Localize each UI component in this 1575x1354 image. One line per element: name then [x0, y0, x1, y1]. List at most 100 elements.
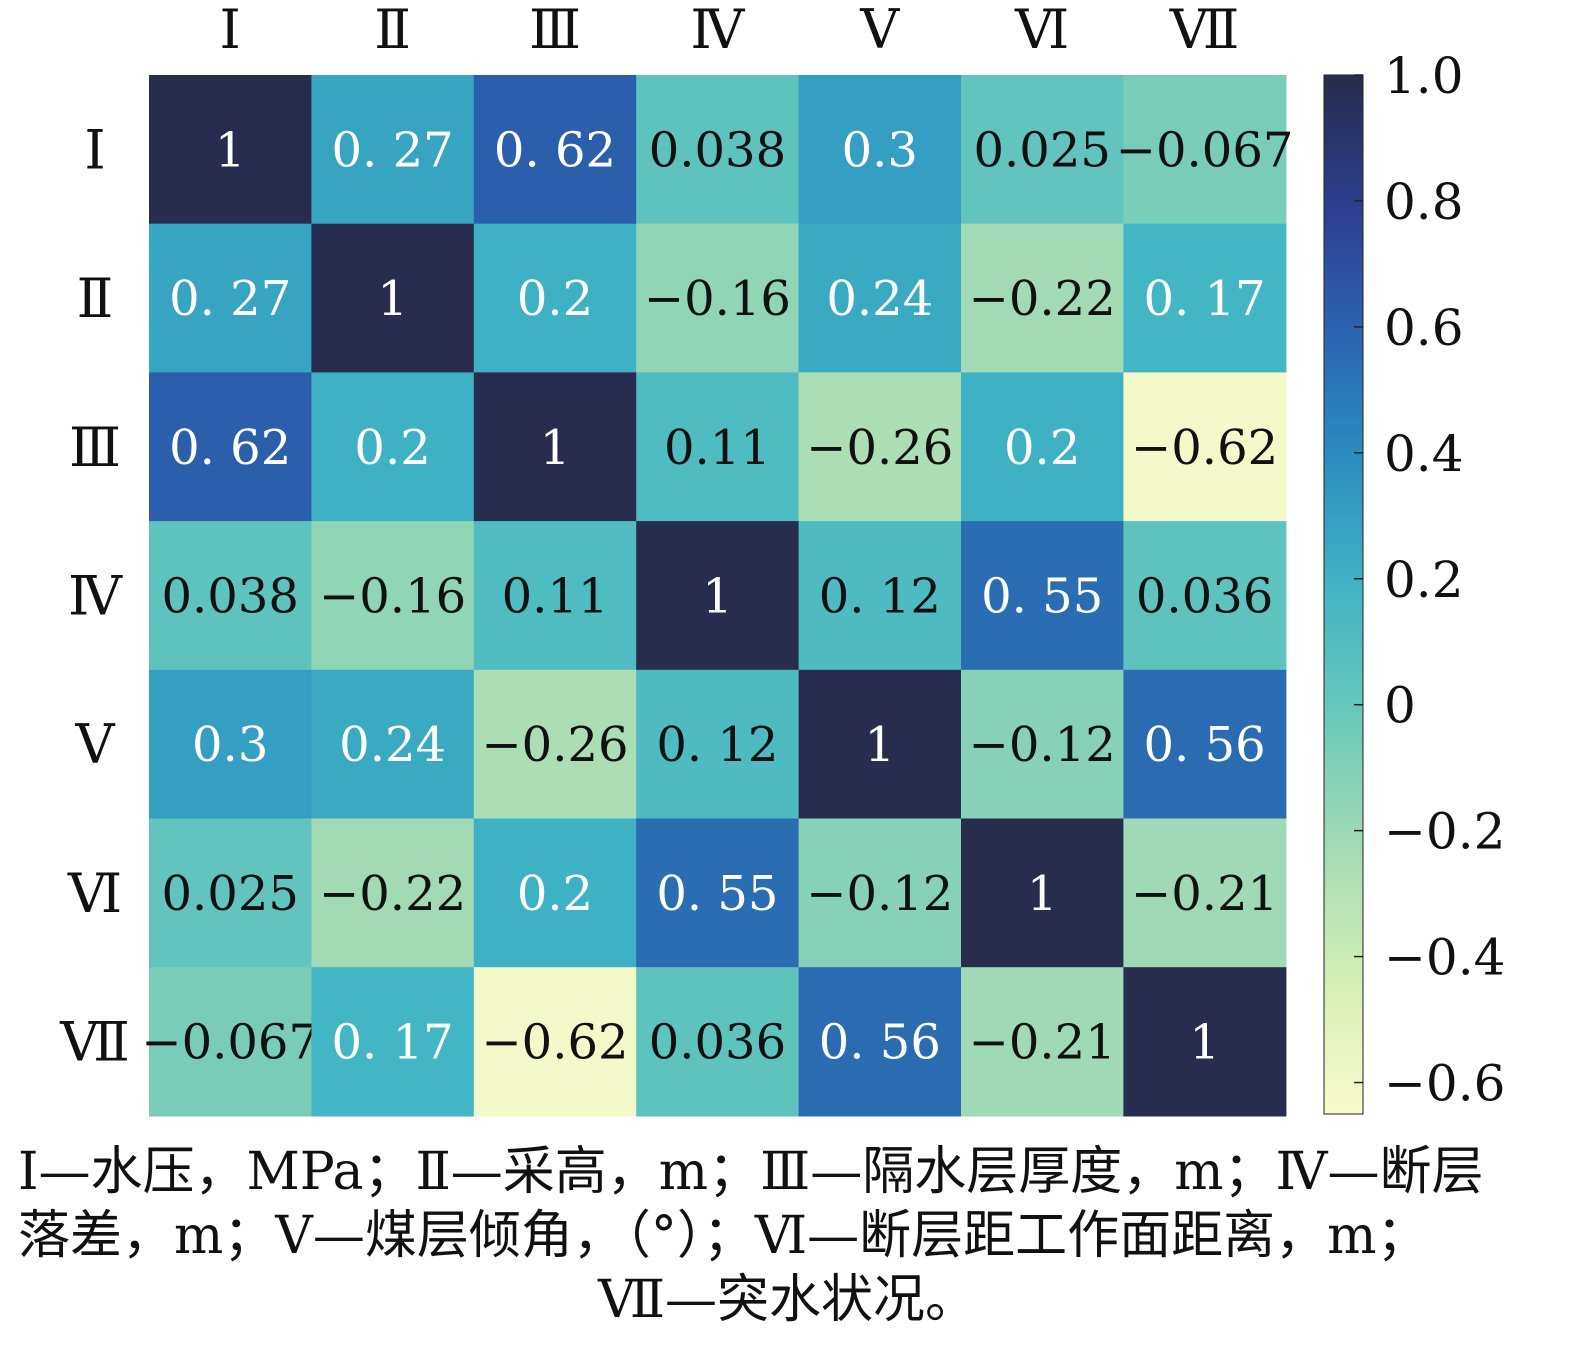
heatmap-cell: [311, 75, 475, 225]
heatmap-cell: [311, 223, 475, 373]
row-tick-label: Ⅰ: [84, 118, 105, 181]
cell-value-label: −0.22: [319, 866, 466, 922]
cell-value-label: 1: [540, 420, 571, 476]
column-tick-label: Ⅴ: [859, 0, 900, 61]
heatmap-cell: [961, 967, 1124, 1117]
heatmap-cell: [149, 967, 312, 1117]
cell-value-label: 0.036: [649, 1015, 786, 1071]
row-labels: Ⅰ Ⅱ Ⅲ Ⅳ Ⅴ Ⅵ Ⅶ: [59, 118, 130, 1073]
column-tick-label: Ⅶ: [1169, 0, 1240, 61]
column-tick-label: Ⅱ: [374, 0, 411, 61]
cell-value-label: 0.3: [842, 122, 918, 178]
heatmap-cell: [961, 669, 1124, 820]
cell-value-label: 1: [702, 568, 733, 624]
cell-value-label: 0.036: [1136, 568, 1273, 624]
heatmap-cell: [798, 372, 962, 522]
cell-value-label: 0.11: [502, 568, 609, 624]
heatmap-cell: [636, 967, 800, 1117]
cell-value-label: 0.025: [161, 866, 298, 922]
heatmap-cell: [961, 75, 1124, 225]
heatmap-cell: [636, 223, 800, 373]
column-labels: Ⅰ Ⅱ Ⅲ Ⅳ Ⅴ Ⅵ Ⅶ: [220, 0, 1240, 61]
row-tick-label: Ⅳ: [68, 564, 123, 627]
heatmap-cell: [798, 967, 962, 1117]
cell-value-label: 1: [865, 717, 896, 773]
heatmap-cell: [149, 75, 312, 225]
colorbar-gradient: [1323, 74, 1364, 1115]
cell-value-label: 0.038: [649, 122, 786, 178]
heatmap-cell: [311, 818, 475, 968]
row-tick-label: Ⅴ: [75, 713, 116, 776]
heatmap-cell: [149, 521, 312, 671]
cell-value-label: −0.22: [969, 271, 1116, 327]
caption-line-3: Ⅶ—突水状况。: [597, 1270, 978, 1330]
heatmap-cell: [1123, 521, 1287, 671]
heatmap-cell: [1123, 669, 1287, 820]
column-tick-label: Ⅳ: [690, 0, 745, 61]
heatmap-cell: [149, 223, 312, 373]
cell-value-label: 0.3: [192, 717, 268, 773]
cell-value-label: 0. 12: [819, 568, 941, 624]
heatmap-cell: [311, 967, 475, 1117]
heatmap-cell: [636, 818, 800, 968]
cell-value-label: −0.26: [481, 717, 628, 773]
heatmap-cell: [473, 669, 637, 820]
colorbar-tick-label: 0.2: [1384, 551, 1464, 609]
heatmap-cell: [149, 372, 312, 522]
cell-value-label: 0.2: [354, 420, 430, 476]
cell-value-label: −0.62: [1131, 420, 1278, 476]
cell-value-label: 1: [215, 122, 246, 178]
heatmap-cell: [961, 223, 1124, 373]
cell-value-label: 0.2: [1004, 420, 1080, 476]
cell-value-label: 0. 55: [981, 568, 1103, 624]
colorbar-tick-label: 0.6: [1384, 299, 1464, 357]
cell-value-label: −0.12: [806, 866, 953, 922]
heatmap-cell: [636, 372, 800, 522]
cell-value-label: −0.21: [969, 1015, 1116, 1071]
column-tick-label: Ⅰ: [220, 0, 241, 61]
cell-value-label: −0.62: [481, 1015, 628, 1071]
heatmap-cell: [1123, 818, 1287, 968]
colorbar-tick-label: −0.2: [1384, 803, 1505, 861]
cell-value-label: 0. 27: [332, 122, 454, 178]
heatmap-cell: [311, 372, 475, 522]
heatmap-cell: [311, 521, 475, 671]
cell-value-label: −0.21: [1131, 866, 1278, 922]
heatmap-cell: [798, 818, 962, 968]
heatmap-cell: [961, 818, 1124, 968]
cell-value-label: 0. 55: [656, 866, 778, 922]
heatmap-cell: [473, 372, 637, 522]
cell-value-label: 0. 12: [656, 717, 778, 773]
column-tick-label: Ⅵ: [1014, 0, 1069, 61]
cell-value-label: −0.067: [1116, 122, 1294, 178]
heatmap-cell: [473, 967, 637, 1117]
colorbar-tick-label: −0.4: [1384, 929, 1505, 987]
heatmap-cell: [636, 75, 800, 225]
heatmap-cell: [473, 818, 637, 968]
row-tick-label: Ⅶ: [59, 1011, 130, 1074]
heatmap-cell: [961, 372, 1124, 522]
heatmap-cell: [1123, 223, 1287, 373]
heatmap-cell: [1123, 75, 1287, 225]
figure-caption: Ⅰ—水压，MPa；Ⅱ—采高，m；Ⅲ—隔水层厚度，m；Ⅳ—断层 落差，m；Ⅴ—煤层…: [0, 1140, 1575, 1332]
cell-value-label: 0.2: [517, 866, 593, 922]
cell-value-label: 1: [1189, 1015, 1220, 1071]
cell-value-label: 1: [1027, 866, 1058, 922]
cell-value-label: 1: [377, 271, 408, 327]
heatmap-cell: [473, 223, 637, 373]
row-tick-label: Ⅵ: [67, 862, 122, 925]
caption-line-2: 落差，m；Ⅴ—煤层倾角，（°）；Ⅵ—断层距工作面距离，m；: [18, 1206, 1429, 1266]
cell-value-label: −0.12: [969, 717, 1116, 773]
cell-value-label: 0.24: [826, 271, 933, 327]
cell-value-label: −0.16: [319, 568, 466, 624]
colorbar-tick-label: −0.6: [1384, 1055, 1505, 1113]
heatmap-cell: [961, 521, 1124, 671]
row-tick-label: Ⅲ: [69, 416, 121, 479]
cell-value-label: 0. 56: [819, 1015, 941, 1071]
cell-value-label: 0.2: [517, 271, 593, 327]
heatmap-cell: [1123, 967, 1287, 1117]
colorbar-tick-label: 0.4: [1384, 425, 1464, 483]
heatmap-cell: [149, 818, 312, 968]
